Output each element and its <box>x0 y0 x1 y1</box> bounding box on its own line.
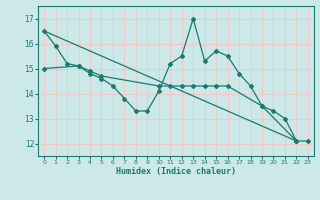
X-axis label: Humidex (Indice chaleur): Humidex (Indice chaleur) <box>116 167 236 176</box>
